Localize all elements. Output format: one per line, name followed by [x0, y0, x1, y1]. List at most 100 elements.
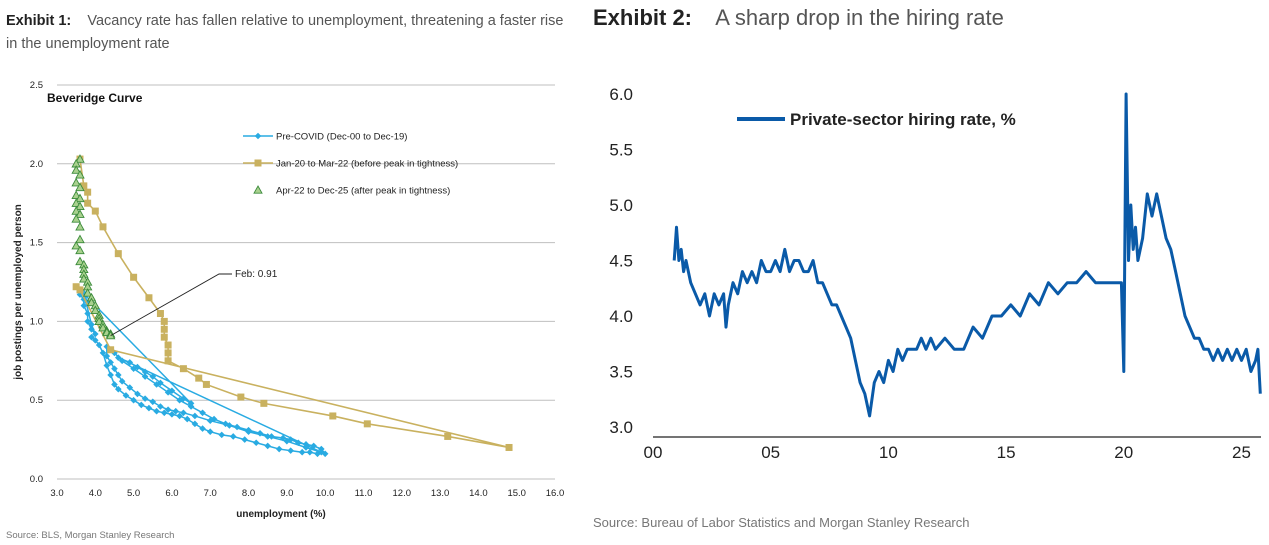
precovid-marker: [126, 359, 134, 366]
precovid-marker: [318, 448, 325, 456]
jan20-marker: [164, 357, 172, 365]
precovid-marker: [111, 365, 118, 372]
legend-precovid-label: Pre-COVID (Dec-00 to Dec-19): [276, 132, 407, 143]
y-tick-label: 5.0: [609, 196, 633, 215]
precovid-marker: [111, 349, 118, 357]
precovid-line: [79, 288, 327, 455]
precovid-marker: [160, 409, 168, 417]
precovid-marker: [92, 330, 99, 338]
precovid-marker: [268, 433, 275, 440]
precovid-marker: [172, 407, 180, 415]
x-tick-label: 4.0: [89, 488, 102, 499]
hiring-rate-chart: 3.0 3.5 4.0 4.5 5.0 5.5 6.0 00 05 10 15 20 25 Privat…: [609, 85, 1262, 462]
jan20-marker: [164, 341, 172, 349]
precovid-marker: [302, 444, 310, 451]
precovid-marker: [310, 442, 317, 450]
y-tick-label: 2.0: [30, 159, 43, 170]
jan20-marker: [260, 399, 268, 407]
precovid-marker: [264, 433, 271, 440]
apr22-marker: [71, 214, 81, 223]
exhibit-2-title: A sharp drop in the hiring rate: [715, 5, 1004, 30]
jan20-marker: [84, 199, 92, 207]
apr22-marker: [75, 154, 85, 163]
precovid-marker: [168, 411, 176, 418]
exhibit-1-panel: Exhibit 1: Vacancy rate has fallen relat…: [0, 0, 580, 545]
apr22-marker: [75, 256, 85, 266]
exhibit-2-panel: Exhibit 2: A sharp drop in the hiring ra…: [585, 0, 1269, 545]
apr22-marker: [71, 240, 81, 250]
legend-jan20-label: Jan-20 to Mar-22 (before peak in tightne…: [276, 159, 458, 170]
jan20-marker: [156, 310, 164, 318]
jan20-marker: [505, 443, 513, 451]
apr22-marker: [94, 316, 104, 326]
precovid-marker: [306, 448, 314, 456]
x-tick-label: 11.0: [355, 488, 373, 499]
x-tick-label: 14.0: [469, 488, 488, 499]
y-tick-label: 4.0: [609, 307, 633, 326]
precovid-marker: [298, 448, 306, 456]
apr22-marker: [75, 169, 85, 179]
x-tick-label: 15.0: [507, 488, 526, 499]
jan20-marker: [237, 393, 245, 401]
apr22-marker: [75, 182, 85, 192]
precovid-marker: [118, 357, 126, 365]
jan20-marker: [164, 349, 172, 357]
x-tick-label: 3.0: [50, 488, 63, 499]
precovid-marker: [114, 385, 122, 393]
y-tick-label: 1.0: [30, 316, 43, 327]
x-tick-label: 10: [879, 443, 898, 462]
precovid-marker: [245, 428, 252, 436]
precovid-marker: [199, 409, 206, 417]
apr22-marker: [75, 234, 85, 244]
precovid-marker: [88, 321, 95, 328]
x-tick-label: 8.0: [242, 488, 255, 499]
apr22-marker: [253, 185, 263, 194]
jan20-marker: [160, 317, 168, 325]
apr22-marker: [75, 209, 85, 218]
precovid-marker: [191, 420, 199, 428]
jan20-marker: [80, 182, 88, 190]
precovid-marker: [176, 396, 183, 404]
precovid-marker: [95, 341, 103, 349]
x-tick-label: 15: [997, 443, 1016, 462]
precovid-marker: [164, 389, 172, 396]
precovid-marker: [210, 415, 218, 423]
precovid-marker: [275, 445, 283, 453]
y-axis-label: job postings per unemployed person: [13, 204, 24, 381]
precovid-marker: [99, 349, 107, 357]
precovid-marker: [256, 429, 264, 437]
precovid-marker: [180, 395, 187, 402]
apr22-marker: [82, 288, 93, 297]
precovid-marker: [141, 373, 149, 380]
precovid-marker: [107, 359, 114, 366]
jan20-marker: [179, 365, 187, 373]
x-tick-label: 16.0: [546, 488, 565, 499]
precovid-marker: [137, 401, 145, 409]
series-precovid: [76, 286, 329, 458]
apr22-marker: [86, 297, 97, 307]
x-tick-label: 20: [1114, 443, 1133, 462]
x-tick-label: 05: [761, 443, 780, 462]
apr22-marker: [71, 165, 81, 174]
precovid-marker: [122, 392, 130, 399]
precovid-marker: [279, 434, 287, 442]
precovid-marker: [252, 439, 260, 447]
precovid-marker: [103, 352, 111, 360]
precovid-marker: [241, 436, 249, 443]
y-tick-label: 3.0: [609, 418, 633, 437]
precovid-marker: [183, 415, 191, 423]
precovid-marker: [157, 403, 164, 410]
jan20-marker: [84, 188, 92, 196]
legend-label: Private-sector hiring rate, %: [790, 110, 1016, 129]
precovid-marker: [118, 377, 126, 385]
precovid-marker: [114, 371, 122, 379]
precovid-marker: [130, 396, 137, 404]
x-tick-label: 5.0: [127, 488, 140, 499]
exhibit-1-source: Source: BLS, Morgan Stanley Research: [6, 530, 175, 541]
precovid-marker: [114, 354, 122, 361]
jan20-marker: [202, 380, 210, 388]
x-axis-label: unemployment (%): [236, 509, 325, 520]
precovid-marker: [84, 310, 91, 317]
precovid-marker: [199, 425, 206, 432]
precovid-marker: [176, 412, 183, 420]
